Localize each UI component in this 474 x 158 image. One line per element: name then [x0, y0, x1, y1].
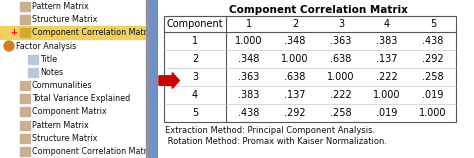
Text: Component Matrix: Component Matrix [32, 107, 107, 116]
Bar [20, 107, 30, 116]
Text: Communalities: Communalities [32, 81, 92, 90]
Bar [148, 0, 158, 158]
Text: Component Correlation Matrix: Component Correlation Matrix [32, 147, 154, 156]
Text: Structure Matrix: Structure Matrix [32, 134, 97, 143]
Text: 1.000: 1.000 [327, 72, 355, 82]
Text: .438: .438 [422, 36, 444, 46]
Bar [20, 121, 30, 130]
Text: 2: 2 [192, 54, 198, 64]
Bar [20, 134, 30, 143]
Text: .137: .137 [284, 90, 306, 100]
Bar [20, 2, 30, 11]
Text: .258: .258 [330, 108, 352, 118]
Text: .363: .363 [238, 72, 260, 82]
Text: .348: .348 [238, 54, 260, 64]
Bar [20, 94, 30, 103]
Bar [20, 81, 30, 90]
Text: .019: .019 [422, 90, 444, 100]
Bar [20, 28, 30, 37]
Bar [20, 147, 30, 156]
Text: 5: 5 [192, 108, 198, 118]
Text: .363: .363 [330, 36, 352, 46]
Bar [20, 15, 30, 24]
Text: Factor Analysis: Factor Analysis [16, 42, 76, 51]
Text: 1.000: 1.000 [419, 108, 447, 118]
Text: Total Variance Explained: Total Variance Explained [32, 94, 130, 103]
Text: 1: 1 [192, 36, 198, 46]
Bar [28, 68, 38, 77]
Text: 1.000: 1.000 [373, 90, 401, 100]
Text: .438: .438 [238, 108, 260, 118]
Bar [146, 0, 148, 158]
Text: .222: .222 [330, 90, 352, 100]
Text: .638: .638 [284, 72, 306, 82]
Text: .383: .383 [376, 36, 398, 46]
Text: 3: 3 [338, 19, 344, 29]
Text: .638: .638 [330, 54, 352, 64]
Bar [28, 55, 38, 64]
Bar [0, 26, 155, 40]
Text: 4: 4 [384, 19, 390, 29]
Text: .348: .348 [284, 36, 306, 46]
Text: Notes: Notes [40, 68, 63, 77]
Text: 3: 3 [192, 72, 198, 82]
Text: Extraction Method: Principal Component Analysis.: Extraction Method: Principal Component A… [165, 126, 375, 135]
Circle shape [4, 41, 14, 51]
Text: 1: 1 [246, 19, 252, 29]
Text: Pattern Matrix: Pattern Matrix [32, 2, 89, 11]
Text: 1.000: 1.000 [281, 54, 309, 64]
Text: .292: .292 [284, 108, 306, 118]
Text: .222: .222 [376, 72, 398, 82]
Text: +: + [10, 28, 18, 37]
Text: .137: .137 [376, 54, 398, 64]
Text: .258: .258 [422, 72, 444, 82]
Text: .292: .292 [422, 54, 444, 64]
Text: Rotation Method: Promax with Kaiser Normalization.: Rotation Method: Promax with Kaiser Norm… [165, 137, 387, 146]
Text: 2: 2 [292, 19, 298, 29]
Text: .383: .383 [238, 90, 260, 100]
Text: 4: 4 [192, 90, 198, 100]
Text: 5: 5 [430, 19, 436, 29]
Text: Structure Matrix: Structure Matrix [32, 15, 97, 24]
Text: Title: Title [40, 55, 57, 64]
Bar [164, 16, 456, 122]
Text: 1.000: 1.000 [235, 36, 263, 46]
Text: Component Correlation Matrix: Component Correlation Matrix [228, 5, 408, 15]
Text: Component: Component [167, 19, 223, 29]
Text: Pattern Matrix: Pattern Matrix [32, 121, 89, 130]
Text: Component Correlation Matrix: Component Correlation Matrix [32, 28, 154, 37]
Text: .019: .019 [376, 108, 398, 118]
